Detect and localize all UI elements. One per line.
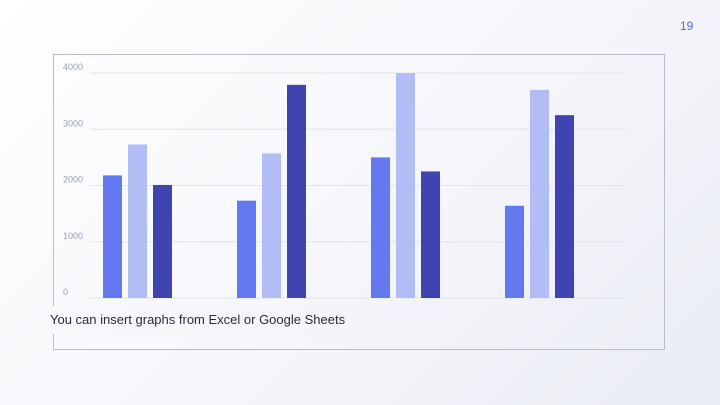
y-tick-label: 0	[63, 287, 68, 297]
bar-series3	[287, 84, 306, 298]
bar-series3	[153, 184, 172, 298]
bar-series2	[128, 144, 147, 298]
bar-series1	[505, 205, 524, 298]
caption-background	[46, 306, 346, 334]
y-tick-label: 1000	[63, 231, 83, 241]
bar-series2	[262, 153, 281, 298]
y-tick-label: 2000	[63, 175, 83, 185]
bar-series1	[237, 200, 256, 298]
chart-caption: You can insert graphs from Excel or Goog…	[50, 312, 346, 327]
bar-series2	[396, 73, 415, 298]
bar-series1	[371, 157, 390, 298]
bars	[103, 73, 574, 298]
y-tick-label: 4000	[63, 62, 83, 72]
slide-number: 19	[680, 19, 694, 33]
bar-series3	[555, 115, 574, 298]
chart-frame	[53, 54, 665, 350]
bar-series2	[530, 89, 549, 298]
bar-series1	[103, 175, 122, 298]
y-tick-label: 3000	[63, 118, 83, 128]
bar-series3	[421, 171, 440, 298]
y-axis-ticks: 0 1000 2000 3000 4000	[63, 62, 83, 297]
